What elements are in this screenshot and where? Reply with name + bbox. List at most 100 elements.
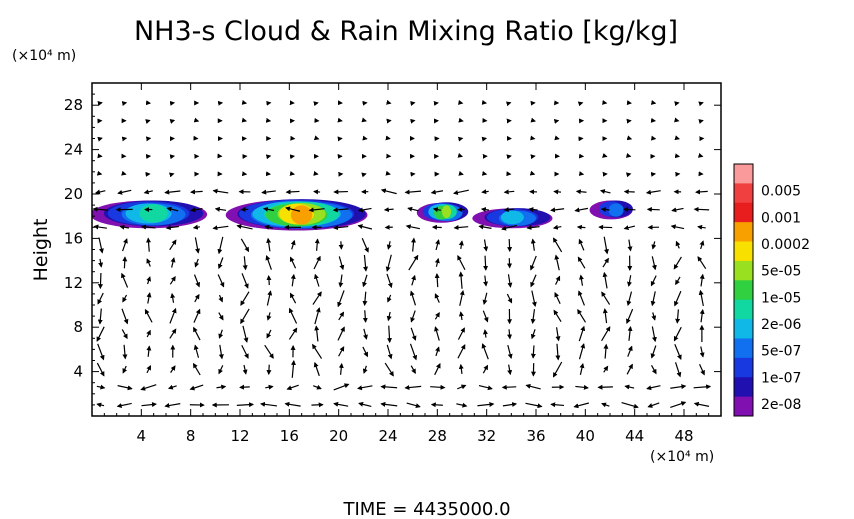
wind-vector xyxy=(627,275,632,287)
cloud-region xyxy=(92,200,208,229)
time-label: TIME = 4435000.0 xyxy=(342,499,510,519)
wind-vector xyxy=(190,207,203,213)
wind-vector xyxy=(119,224,130,230)
wind-vector xyxy=(146,365,152,374)
wind-vector xyxy=(578,343,586,360)
wind-vector xyxy=(361,238,369,253)
wind-vector xyxy=(383,207,394,213)
wind-vector xyxy=(362,291,368,307)
wind-vector xyxy=(435,239,441,251)
colorbar-label: 0.001 xyxy=(761,210,801,226)
wind-vector xyxy=(434,293,440,303)
wind-vector xyxy=(265,255,272,270)
wind-vector xyxy=(457,384,467,390)
colorbar-label: 2e-08 xyxy=(761,397,801,413)
wind-vector xyxy=(411,237,417,252)
wind-vector xyxy=(651,256,657,271)
wind-vector xyxy=(507,364,513,376)
wind-vector xyxy=(457,327,465,340)
wind-vector xyxy=(117,385,133,391)
wind-vector xyxy=(266,329,272,339)
wind-vector xyxy=(480,207,490,213)
wind-vector xyxy=(146,237,152,252)
wind-vector xyxy=(452,189,469,195)
chart-title: NH3-s Cloud & Rain Mixing Ratio [kg/kg] xyxy=(134,16,678,47)
y-tick-label: 20 xyxy=(64,185,83,203)
wind-vector xyxy=(404,189,422,195)
wind-vector xyxy=(646,385,661,391)
x-tick-label: 40 xyxy=(576,427,595,445)
cloud-contour xyxy=(139,204,168,223)
cloud-region xyxy=(472,208,553,229)
wind-vector xyxy=(97,272,103,290)
wind-vector xyxy=(674,343,682,360)
wind-vector xyxy=(194,258,200,268)
wind-vector xyxy=(627,325,633,341)
wind-vector xyxy=(482,329,488,338)
wind-vector xyxy=(574,207,589,213)
wind-vector xyxy=(530,329,536,340)
wind-vector xyxy=(386,241,392,250)
wind-vector xyxy=(430,384,446,390)
x-axis: 4 8 12 16 20 24 28 32 36 40 44 48 xyxy=(103,83,710,445)
wind-vector xyxy=(338,274,344,288)
x-tick-label: 4 xyxy=(137,427,147,445)
wind-vector xyxy=(698,289,704,307)
wind-vector xyxy=(363,328,368,340)
wind-vector xyxy=(169,119,176,124)
wind-vector xyxy=(434,363,441,376)
wind-vector xyxy=(169,328,177,339)
wind-vector xyxy=(550,207,565,213)
wind-vector xyxy=(217,274,225,288)
wind-vector xyxy=(380,188,397,195)
wind-vector xyxy=(314,325,320,342)
wind-vector xyxy=(553,309,562,322)
wind-vector xyxy=(192,224,200,230)
wind-vector xyxy=(602,257,609,268)
wind-vector xyxy=(458,170,464,176)
wind-vector xyxy=(362,365,368,374)
wind-vector xyxy=(356,385,373,391)
wind-vector xyxy=(621,401,639,409)
wind-vector xyxy=(290,273,296,287)
wind-vector xyxy=(122,256,128,269)
wind-vector xyxy=(261,189,276,195)
wind-vector xyxy=(577,308,587,323)
wind-vector xyxy=(456,402,468,408)
wind-vector xyxy=(214,206,227,212)
wind-vector xyxy=(193,326,201,341)
wind-vector xyxy=(602,153,608,158)
wind-vector xyxy=(603,236,609,255)
wind-vector xyxy=(96,402,105,408)
wind-vector xyxy=(386,325,392,344)
wind-vector xyxy=(458,311,464,321)
wind-vector xyxy=(578,171,585,176)
wind-vector xyxy=(482,364,489,374)
wind-vector xyxy=(650,275,657,287)
wind-vector xyxy=(242,256,248,271)
wind-vector xyxy=(194,237,200,254)
wind-vector xyxy=(528,207,538,212)
wind-vector xyxy=(338,311,345,321)
wind-vector xyxy=(266,275,272,286)
colorbar-swatch xyxy=(734,164,753,184)
wind-vector xyxy=(146,276,152,285)
wind-vector xyxy=(289,292,297,304)
wind-vector xyxy=(434,312,440,320)
x-tick-label: 8 xyxy=(186,427,196,445)
wind-vector xyxy=(575,189,587,195)
wind-vector xyxy=(116,402,132,408)
wind-vector xyxy=(384,362,394,377)
wind-vector xyxy=(241,117,248,123)
cloud-region xyxy=(589,200,633,220)
wind-vector xyxy=(458,240,464,249)
colorbar-swatch xyxy=(734,319,753,339)
colorbar-label: 0.005 xyxy=(761,184,801,200)
wind-vector xyxy=(646,206,660,212)
wind-vector xyxy=(410,365,416,374)
y-tick-label: 12 xyxy=(64,274,83,292)
wind-vector xyxy=(337,290,345,308)
wind-vector xyxy=(698,119,704,124)
wind-vector xyxy=(333,383,350,391)
wind-vector xyxy=(212,188,229,194)
